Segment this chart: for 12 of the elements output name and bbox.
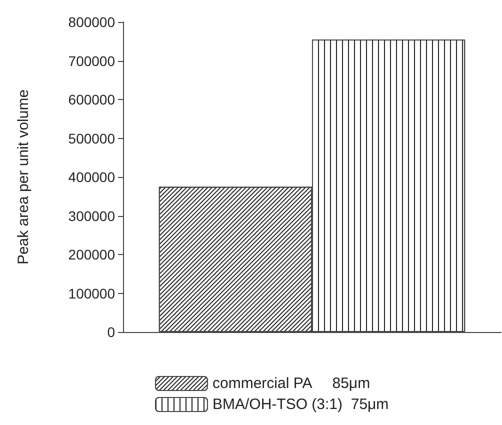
y-tick-label: 600000: [68, 92, 116, 108]
y-tick-label: 300000: [68, 208, 116, 224]
y-tick-label: 400000: [68, 169, 116, 185]
legend-label: commercial PA 85μm: [212, 375, 370, 392]
y-axis-title: Peak area per unit volume: [15, 89, 32, 265]
y-tick-label: 800000: [68, 14, 116, 30]
y-tick-label: 700000: [68, 52, 116, 69]
y-tick-label: 100000: [68, 285, 116, 302]
y-tick-label: 200000: [68, 246, 116, 262]
y-tick-label: 0: [107, 324, 116, 340]
y-tick-label: 500000: [68, 130, 116, 146]
legend-label: BMA/OH-TSO (3:1) 75μm: [212, 396, 389, 413]
